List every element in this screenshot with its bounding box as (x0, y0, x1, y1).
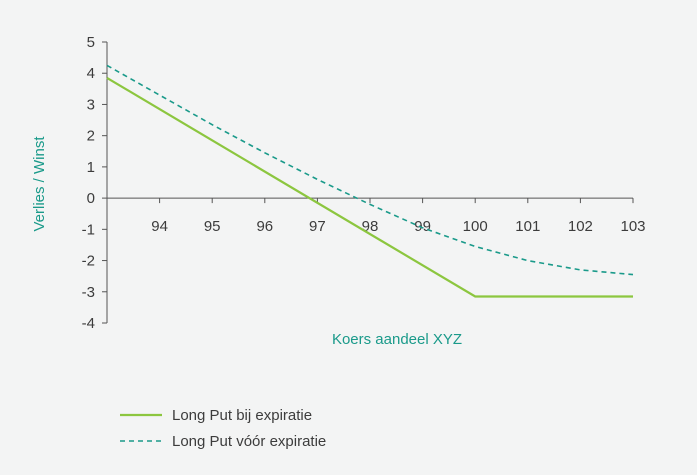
series-layer (106, 64, 634, 298)
x-axis-title: Koers aandeel XYZ (332, 331, 462, 348)
x-tick-label: 99 (414, 218, 431, 235)
y-tick-label: -3 (82, 284, 95, 301)
x-tick-label: 94 (151, 218, 168, 235)
y-tick-label: -4 (82, 315, 95, 332)
x-tick-label: 98 (362, 218, 379, 235)
series-line-long-put-voor-expiratie (106, 64, 634, 276)
y-tick-label: 3 (87, 96, 95, 113)
legend: Long Put bij expiratie Long Put vóór exp… (120, 407, 326, 450)
series-line-long-put-bij-expiratie (106, 76, 633, 298)
x-tick-label: 101 (515, 218, 540, 235)
legend-label-long-put-voor-expiratie: Long Put vóór expiratie (172, 433, 326, 450)
y-tick-label: 1 (87, 159, 95, 176)
legend-label-long-put-bij-expiratie: Long Put bij expiratie (172, 407, 312, 424)
x-tick-label: 102 (568, 218, 593, 235)
x-tick-label: 96 (256, 218, 273, 235)
y-tick-label: 0 (87, 190, 95, 207)
x-tick-label: 97 (309, 218, 326, 235)
x-tick-label: 100 (463, 218, 488, 235)
axes (106, 42, 633, 323)
x-tick-label: 95 (204, 218, 221, 235)
y-tick-label: 5 (87, 34, 95, 51)
y-ticks: 5 4 3 2 1 0 -1 -2 -3 -4 (82, 34, 107, 332)
y-axis-title: Verlies / Winst (31, 136, 48, 232)
y-tick-label: 4 (87, 65, 95, 82)
x-tick-label: 103 (620, 218, 645, 235)
x-ticks: 94 95 96 97 98 99 100 101 102 103 (151, 198, 646, 235)
y-tick-label: 2 (87, 128, 95, 145)
y-tick-label: -2 (82, 253, 95, 270)
y-tick-label: -1 (82, 221, 95, 238)
